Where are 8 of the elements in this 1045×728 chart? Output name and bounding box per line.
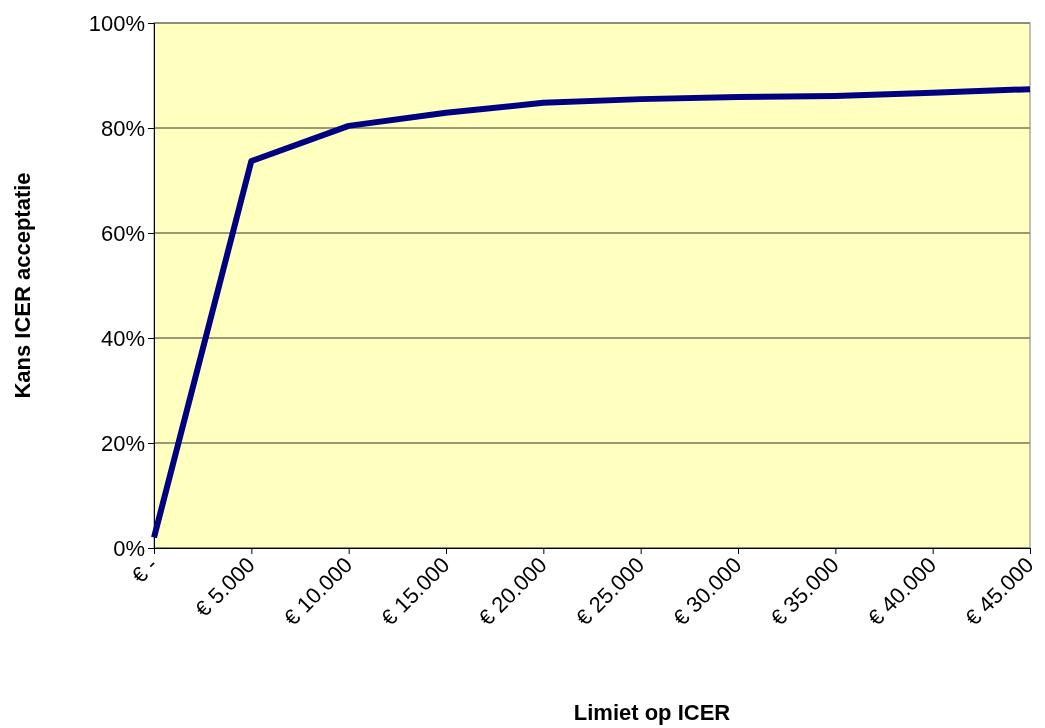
y-tick-label: 100%: [88, 10, 145, 36]
y-tick-label: 40%: [100, 325, 145, 351]
y-tick-label: 0%: [113, 535, 145, 561]
y-axis-title: Kans ICER acceptatie: [10, 172, 35, 399]
y-tick-label: 20%: [100, 430, 145, 456]
y-tick-label: 60%: [100, 220, 145, 246]
y-tick-label: 80%: [100, 115, 145, 141]
x-axis-title: Limiet op ICER: [573, 700, 731, 725]
